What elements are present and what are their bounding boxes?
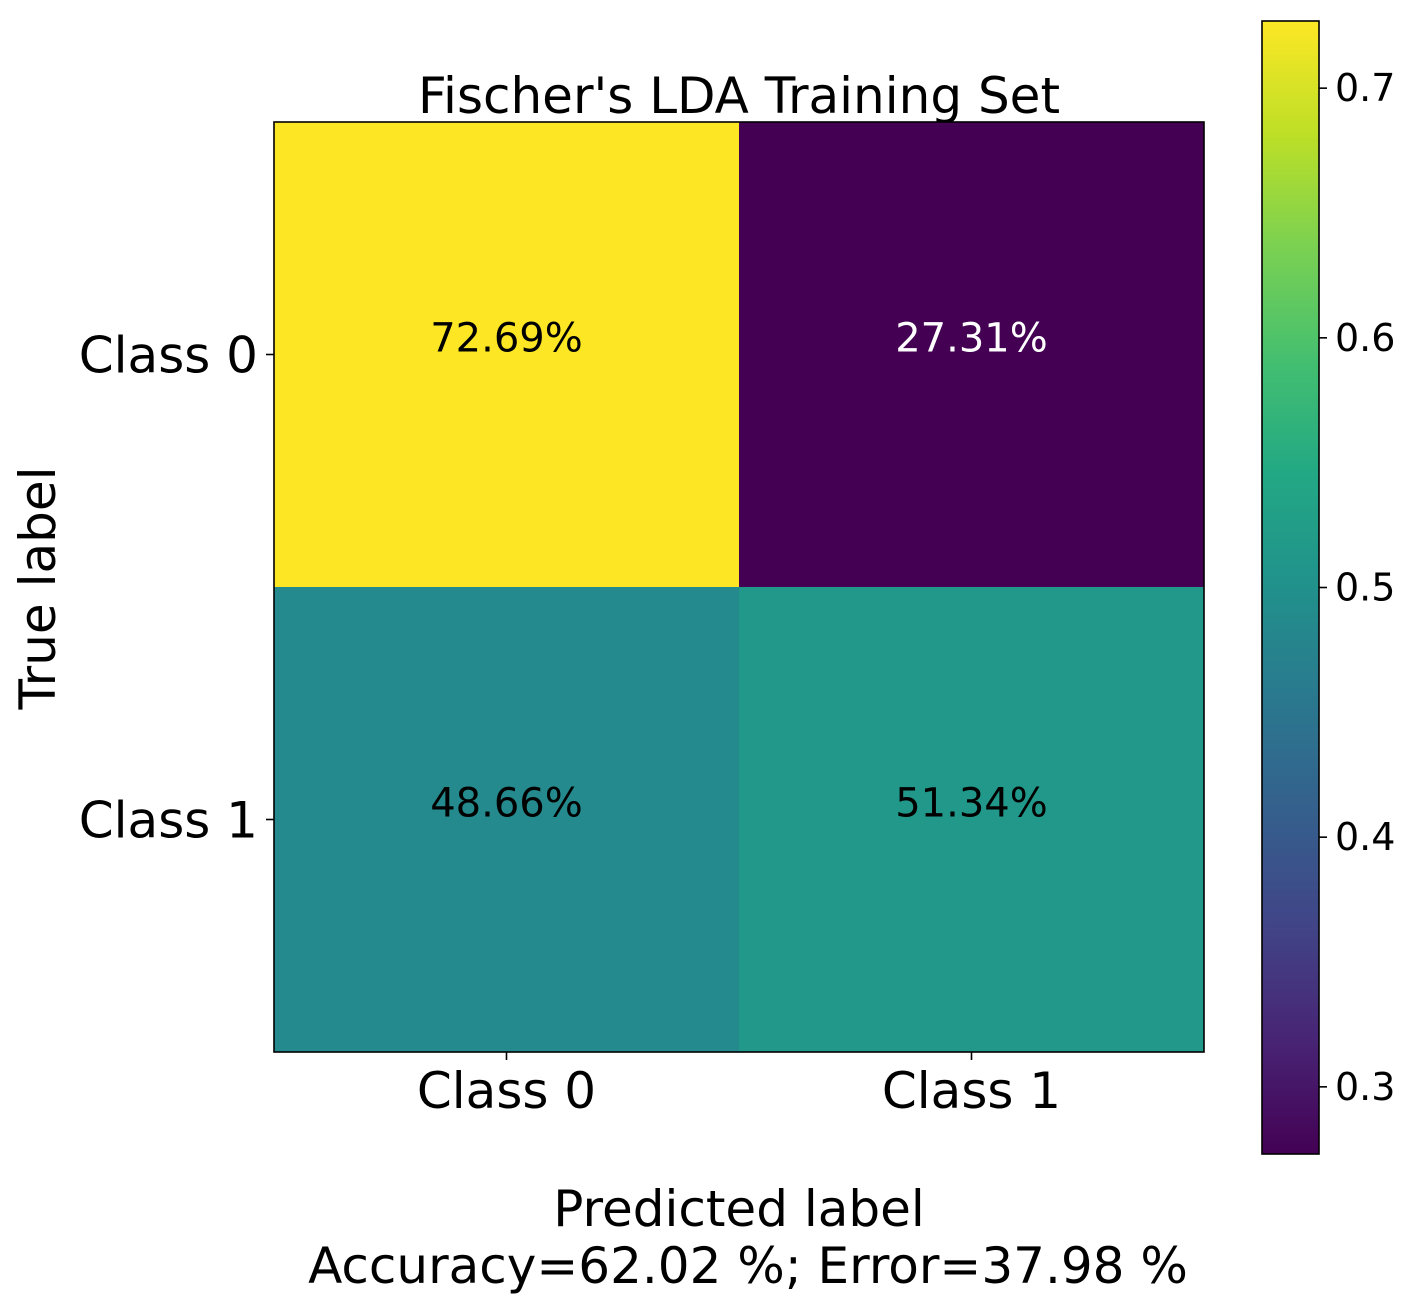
y-axis-label: True label [9,466,67,710]
chart-title: Fischer's LDA Training Set [418,67,1060,125]
x-tick-label: Class 1 [882,1062,1061,1120]
heatmap-cell [274,122,740,588]
colorbar-tick-label: 0.6 [1335,316,1395,360]
heatmap-cells [274,122,1205,1053]
colorbar-tick-label: 0.7 [1335,66,1395,110]
heatmap-cell-labels: 72.69% 27.31% 48.66% 51.34% [430,316,1048,827]
cell-value-label: 27.31% [895,316,1048,362]
colorbar-tick-label: 0.4 [1335,815,1395,859]
heatmap-cell [739,587,1205,1053]
x-axis-label-metrics: Accuracy=62.02 %; Error=37.98 % [308,1237,1188,1295]
cell-value-label: 51.34% [895,781,1048,827]
colorbar-ticks: 0.3 0.4 0.5 0.6 0.7 [1319,66,1395,1109]
x-tick-label: Class 0 [417,1062,596,1120]
x-axis-label: Predicted label [553,1180,925,1238]
colorbar-tick-label: 0.3 [1335,1065,1395,1109]
colorbar-tick-label: 0.5 [1335,566,1395,610]
cell-value-label: 72.69% [430,316,583,362]
plot-frame [273,121,1205,1053]
y-axis-ticks: Class 0 Class 1 [79,327,274,850]
colorbar [1261,20,1320,1155]
x-axis-ticks: Class 0 Class 1 [417,1052,1061,1120]
y-tick-label: Class 0 [79,327,258,385]
heatmap-cell [739,122,1205,588]
y-tick-label: Class 1 [79,792,258,850]
cell-value-label: 48.66% [430,781,583,827]
heatmap-cell [274,587,740,1053]
